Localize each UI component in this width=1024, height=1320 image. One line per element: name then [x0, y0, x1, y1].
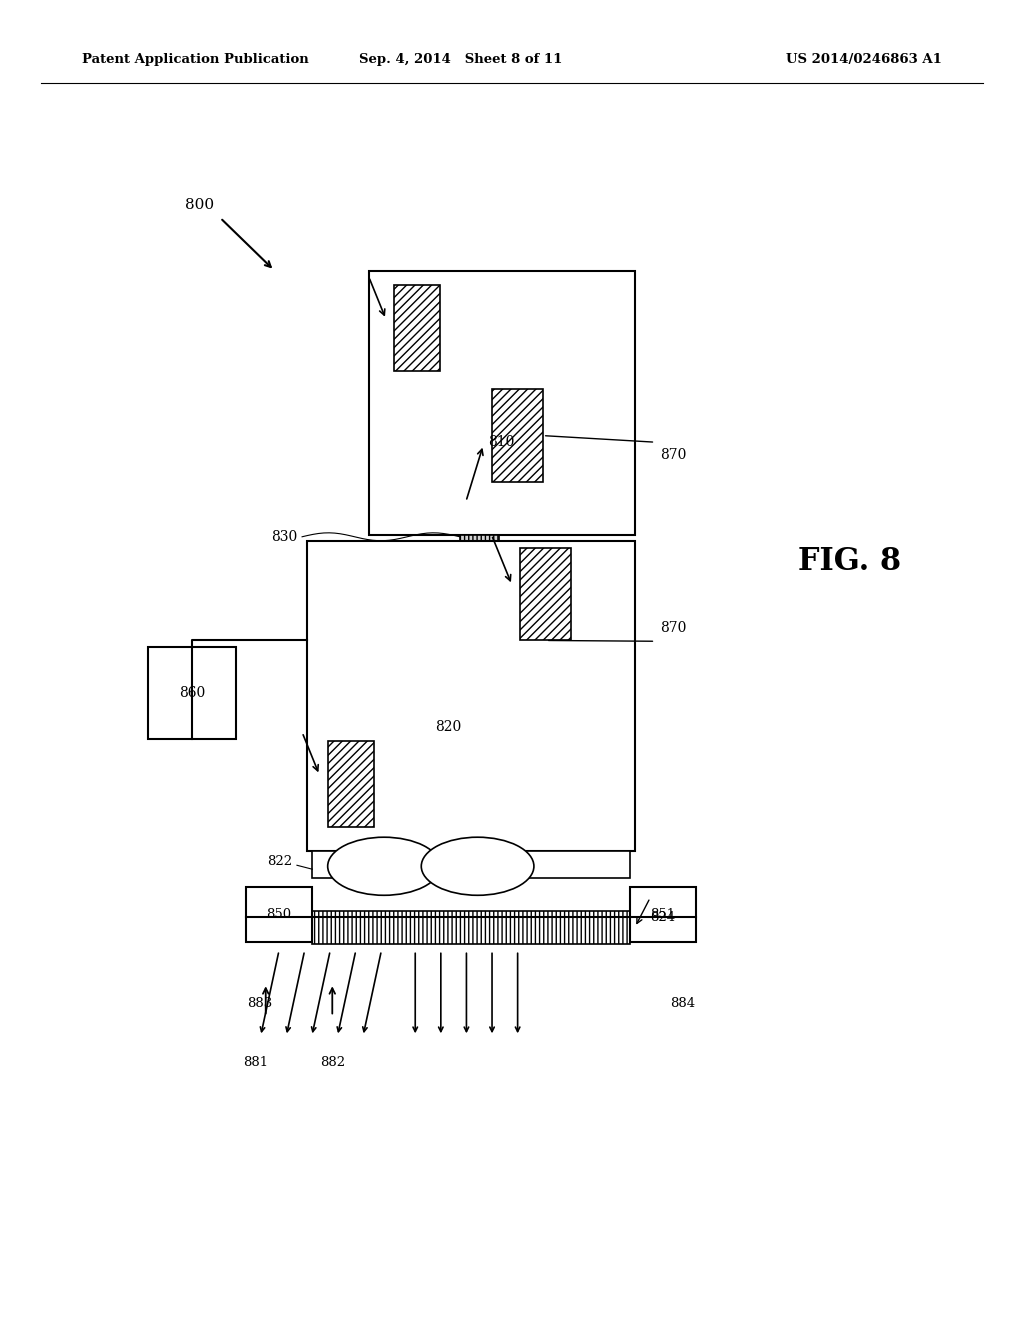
Text: Patent Application Publication: Patent Application Publication — [82, 53, 308, 66]
Text: 870: 870 — [660, 449, 687, 462]
Text: 882: 882 — [319, 1056, 345, 1069]
Text: 860: 860 — [179, 686, 205, 700]
Text: 824: 824 — [650, 911, 676, 924]
Text: 851: 851 — [650, 908, 676, 921]
Bar — [492, 389, 543, 482]
Text: US 2014/0246863 A1: US 2014/0246863 A1 — [786, 53, 942, 66]
Bar — [307, 541, 635, 851]
Text: 810: 810 — [488, 436, 515, 449]
Text: 883: 883 — [248, 997, 272, 1010]
Text: FIG. 8: FIG. 8 — [799, 545, 901, 577]
Text: 820: 820 — [435, 721, 461, 734]
Bar — [312, 911, 630, 944]
Bar — [630, 887, 696, 942]
Bar — [520, 548, 571, 640]
Bar — [246, 887, 312, 942]
Text: 822: 822 — [266, 855, 292, 869]
Text: Sep. 4, 2014   Sheet 8 of 11: Sep. 4, 2014 Sheet 8 of 11 — [359, 53, 562, 66]
Bar — [328, 741, 374, 826]
Bar — [148, 647, 236, 739]
Text: 800: 800 — [185, 198, 214, 211]
Text: 830: 830 — [270, 529, 297, 544]
Bar — [394, 285, 440, 371]
Text: 881: 881 — [243, 1056, 268, 1069]
Bar — [369, 271, 635, 535]
Bar — [312, 851, 630, 878]
Ellipse shape — [421, 837, 534, 895]
Text: 850: 850 — [266, 908, 292, 921]
Ellipse shape — [328, 837, 440, 895]
Text: 870: 870 — [660, 620, 687, 635]
Bar — [460, 535, 499, 541]
Text: 884: 884 — [670, 997, 695, 1010]
